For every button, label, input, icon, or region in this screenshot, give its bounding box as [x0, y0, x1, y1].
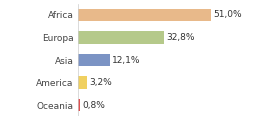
Text: 3,2%: 3,2% — [89, 78, 111, 87]
Text: 51,0%: 51,0% — [213, 10, 242, 19]
Text: 12,1%: 12,1% — [112, 55, 141, 65]
Text: 0,8%: 0,8% — [83, 101, 106, 110]
Text: 32,8%: 32,8% — [166, 33, 194, 42]
Bar — [78, 9, 211, 21]
Bar — [78, 76, 87, 89]
Bar — [78, 31, 164, 44]
Bar — [78, 54, 110, 66]
Bar — [78, 99, 80, 111]
